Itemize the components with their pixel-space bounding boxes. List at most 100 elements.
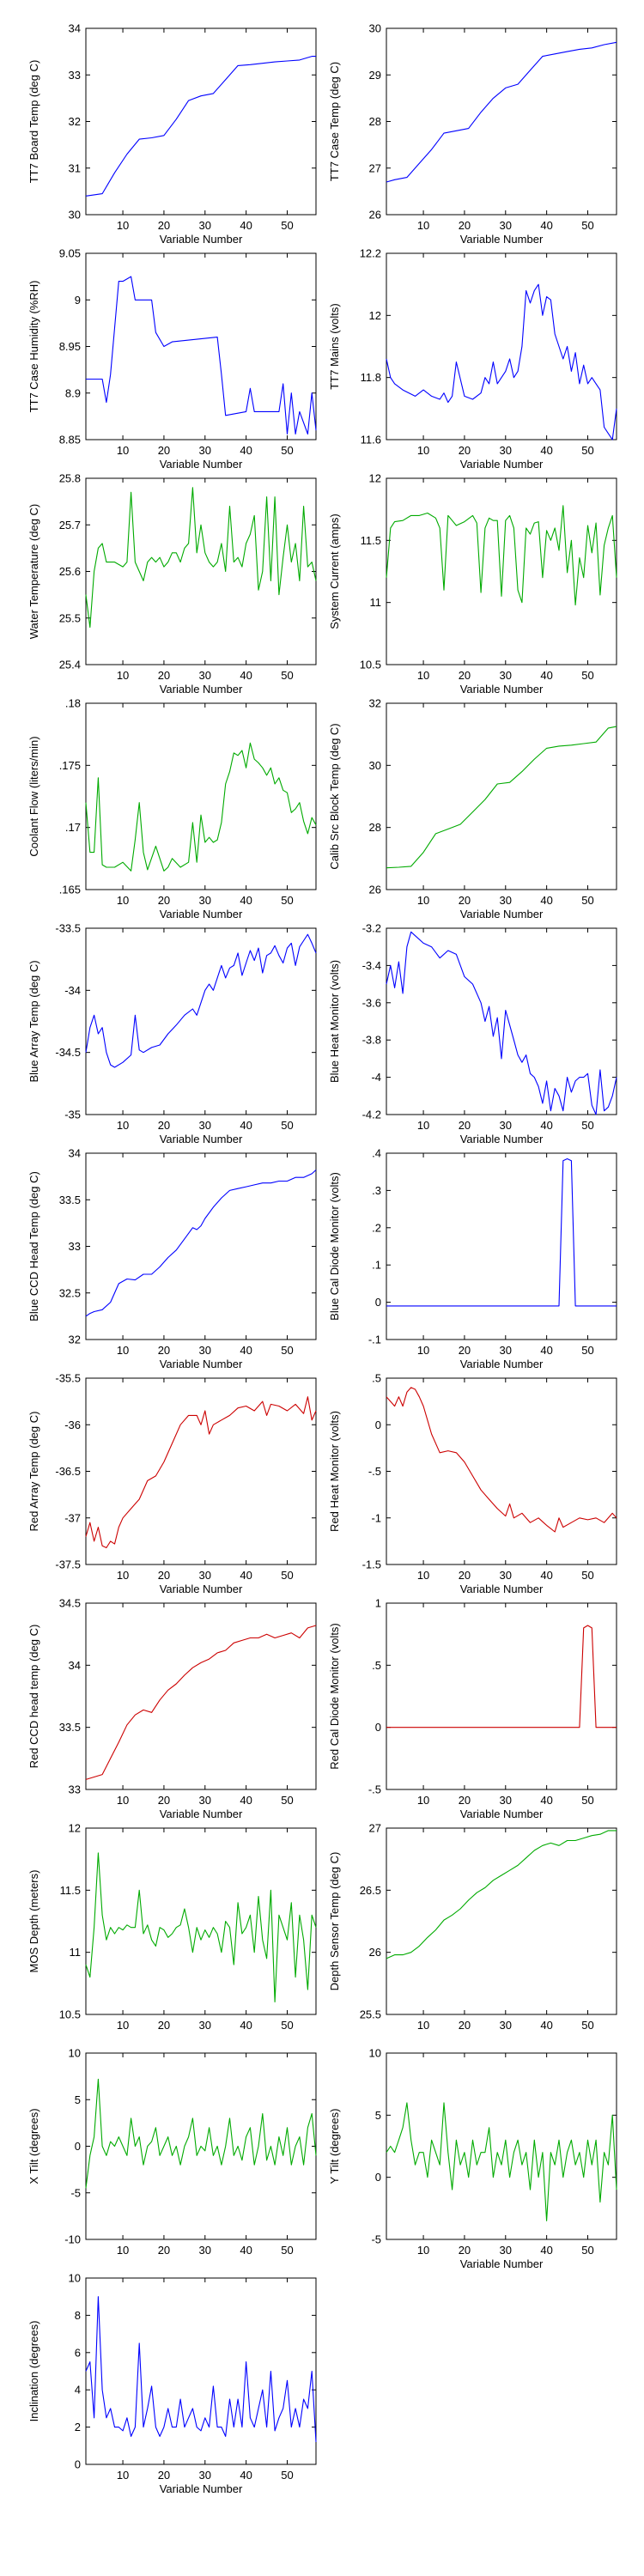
plot-frame xyxy=(386,927,617,1115)
y-tick-label: -34.5 xyxy=(55,1046,81,1059)
y-tick-label: 25.6 xyxy=(59,565,81,578)
x-tick-label: 40 xyxy=(540,1119,552,1132)
y-axis-label: Blue Cal Diode Monitor (volts) xyxy=(328,1172,341,1321)
y-tick-label: .4 xyxy=(372,1147,381,1160)
y-tick-label: .5 xyxy=(372,1659,381,1672)
x-tick-label: 40 xyxy=(540,669,552,682)
y-tick-label: 34.5 xyxy=(59,1597,81,1610)
x-tick-label: 20 xyxy=(158,2019,170,2032)
x-tick-label: 50 xyxy=(281,2469,293,2482)
chart-panel-19: 10 20 30 40 50 -5 0 5 10 Variable Number Y Tilt (d… xyxy=(328,2047,617,2270)
x-tick-label: 40 xyxy=(240,2469,252,2482)
x-tick-label: 40 xyxy=(240,1344,252,1357)
x-tick-label: 50 xyxy=(581,1119,593,1132)
y-tick-label: 32 xyxy=(69,1334,81,1346)
x-tick-label: 40 xyxy=(240,2244,252,2257)
chart-panel-8: 10 20 30 40 50 -35 -34.5 -34 -33.5 Variable Numbe… xyxy=(27,922,317,1145)
y-tick-label: 34 xyxy=(69,1147,81,1160)
y-tick-label: 11 xyxy=(70,1946,82,1959)
x-axis-label: Variable Number xyxy=(460,908,544,920)
y-tick-label: 10 xyxy=(69,2272,81,2285)
plot-frame xyxy=(386,2052,617,2240)
y-tick-label: -.5 xyxy=(368,1465,381,1478)
x-axis-label: Variable Number xyxy=(460,1583,544,1595)
y-tick-label: -36.5 xyxy=(55,1465,81,1478)
series-line xyxy=(386,1387,617,1533)
x-tick-label: 30 xyxy=(500,2019,512,2032)
x-tick-label: 10 xyxy=(417,219,429,232)
x-tick-label: 10 xyxy=(417,2244,429,2257)
x-axis-label: Variable Number xyxy=(160,458,243,471)
chart-panel-5: 10 20 30 40 50 10.5 11 11.5 12 Variable Number Sys… xyxy=(328,472,617,696)
y-tick-label: 11.5 xyxy=(60,1884,81,1897)
y-axis-label: Blue Array Temp (deg C) xyxy=(27,960,40,1082)
x-tick-label: 30 xyxy=(199,2469,211,2482)
y-axis-label: TT7 Case Temp (deg C) xyxy=(328,62,341,181)
series-line xyxy=(386,2102,617,2221)
chart-panel-18: 10 20 30 40 50 -10 -5 0 5 10 X Tilt (degrees) xyxy=(27,2047,317,2257)
x-tick-label: 10 xyxy=(417,2019,429,2032)
y-tick-label: 12.2 xyxy=(360,247,381,260)
x-tick-label: 50 xyxy=(581,1569,593,1582)
x-tick-label: 20 xyxy=(459,1344,471,1357)
y-tick-label: -37 xyxy=(64,1511,81,1524)
y-tick-label: .175 xyxy=(59,759,81,772)
y-tick-label: 4 xyxy=(75,2384,81,2397)
plot-frame xyxy=(386,1602,617,1790)
y-tick-label: 33 xyxy=(69,1783,81,1796)
y-tick-label: 8.85 xyxy=(59,434,81,447)
x-tick-label: 30 xyxy=(199,2244,211,2257)
y-tick-label: 8 xyxy=(75,2309,81,2322)
x-tick-label: 30 xyxy=(199,2019,211,2032)
y-tick-label: 9.05 xyxy=(59,247,81,260)
x-tick-label: 20 xyxy=(459,1119,471,1132)
y-tick-label: 34 xyxy=(69,1659,81,1672)
x-axis-label: Variable Number xyxy=(160,1807,243,1820)
x-tick-label: 30 xyxy=(500,444,512,457)
series-line xyxy=(386,41,617,183)
y-tick-label: 25.8 xyxy=(59,472,81,485)
chart-panel-7: 10 20 30 40 50 26 28 30 32 Variable Number Calib S… xyxy=(328,697,617,920)
x-tick-label: 50 xyxy=(581,2244,593,2257)
x-tick-label: 50 xyxy=(281,894,293,907)
plot-frame xyxy=(85,927,317,1115)
y-tick-label: 2 xyxy=(75,2421,81,2433)
x-tick-label: 30 xyxy=(199,669,211,682)
y-tick-label: 30 xyxy=(369,759,381,772)
x-tick-label: 30 xyxy=(500,1344,512,1357)
x-tick-label: 50 xyxy=(581,1794,593,1807)
x-tick-label: 40 xyxy=(240,669,252,682)
x-tick-label: 30 xyxy=(199,444,211,457)
y-tick-label: 12 xyxy=(369,472,381,485)
y-tick-label: 6 xyxy=(75,2346,81,2359)
x-tick-label: 40 xyxy=(540,2244,552,2257)
plot-frame xyxy=(386,1827,617,2015)
x-axis-label: Variable Number xyxy=(160,1133,243,1145)
x-tick-label: 40 xyxy=(240,894,252,907)
chart-panel-11: 10 20 30 40 50 -.1 0 .1 .2 .3 .4 Variable Number Blu… xyxy=(328,1147,617,1370)
x-tick-label: 50 xyxy=(281,2019,293,2032)
y-tick-label: -1 xyxy=(371,1511,381,1524)
y-tick-label: 32.5 xyxy=(59,1286,81,1299)
y-tick-label: .1 xyxy=(372,1259,381,1272)
y-tick-label: 0 xyxy=(375,1721,381,1734)
y-axis-label: Inclination (degrees) xyxy=(27,2321,40,2422)
series-line xyxy=(85,742,317,872)
y-tick-label: -3.4 xyxy=(362,959,381,972)
series-line xyxy=(386,283,617,440)
x-tick-label: 10 xyxy=(117,894,129,907)
y-tick-label: 29 xyxy=(369,69,381,82)
x-tick-label: 20 xyxy=(459,2244,471,2257)
x-tick-label: 20 xyxy=(459,219,471,232)
x-tick-label: 20 xyxy=(158,1794,170,1807)
x-tick-label: 10 xyxy=(117,1794,129,1807)
series-line xyxy=(85,2078,317,2189)
y-axis-label: Red Array Temp (deg C) xyxy=(27,1412,40,1532)
y-axis-label: Blue Heat Monitor (volts) xyxy=(328,960,341,1083)
y-tick-label: .2 xyxy=(372,1221,381,1234)
x-tick-label: 50 xyxy=(281,1119,293,1132)
x-tick-label: 40 xyxy=(240,2019,252,2032)
x-tick-label: 40 xyxy=(540,2019,552,2032)
series-line xyxy=(85,1625,317,1780)
